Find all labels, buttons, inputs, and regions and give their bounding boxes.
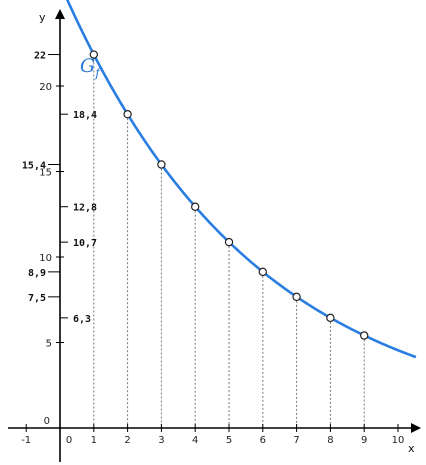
y-axis-label: y	[39, 11, 46, 24]
data-point	[190, 202, 200, 211]
x-tick-label: 7	[293, 435, 299, 446]
x-tick-label: 9	[361, 435, 367, 446]
x-tick-label: 6	[260, 435, 266, 446]
value-label: 6,3	[73, 314, 91, 325]
y-tick-label: 0	[44, 416, 50, 427]
x-tick-label: -1	[21, 435, 31, 446]
x-tick-label: 2	[124, 435, 130, 446]
value-label: 22	[34, 51, 46, 62]
value-label: 18,4	[73, 110, 97, 121]
x-tick-label: 0	[66, 435, 72, 446]
data-point	[157, 160, 166, 169]
y-tick-label: 5	[46, 339, 52, 350]
data-point	[89, 50, 99, 59]
data-point	[123, 110, 132, 119]
value-label: 8,9	[28, 268, 46, 279]
value-label: 7,5	[28, 293, 46, 304]
x-axis-label: x	[408, 442, 415, 455]
y-tick-label: 20	[39, 82, 52, 93]
x-tick-label: 10	[392, 435, 405, 446]
x-tick-label: 4	[192, 435, 198, 446]
data-point	[360, 331, 369, 340]
x-tick-label: 5	[226, 435, 232, 446]
value-label: 12,8	[73, 203, 97, 214]
y-tick-label: 15	[39, 168, 52, 179]
x-tick-label: 1	[91, 435, 97, 446]
x-tick-label: 3	[158, 435, 164, 446]
data-point	[258, 267, 267, 277]
x-tick-label: 8	[327, 435, 333, 446]
function-label: Gf	[80, 55, 102, 80]
data-point	[224, 237, 234, 247]
value-label: 15,4	[22, 160, 46, 171]
value-label: 10,7	[73, 238, 97, 249]
y-tick-label: 10	[39, 253, 52, 264]
data-point	[326, 313, 335, 323]
data-point	[292, 292, 301, 302]
